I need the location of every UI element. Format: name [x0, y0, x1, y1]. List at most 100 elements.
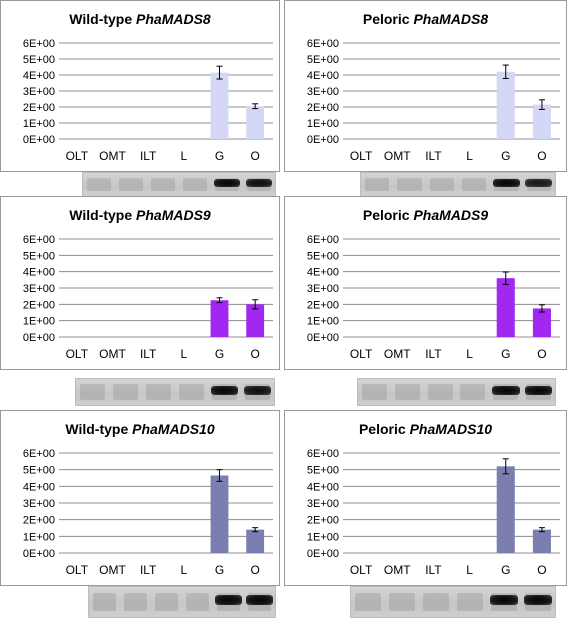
error-bar: [538, 304, 545, 313]
x-category-label: ILT: [425, 149, 442, 163]
x-category-label: L: [466, 149, 473, 163]
gel-band: [213, 179, 241, 187]
y-tick-label: 5E+00: [307, 250, 339, 262]
x-category-label: OMT: [384, 347, 411, 361]
chart-title-prefix: Peloric: [358, 421, 406, 437]
y-tick-label: 4E+00: [23, 70, 55, 82]
y-tick-label: 6E+00: [307, 234, 339, 246]
y-tick-label: 5E+00: [307, 465, 339, 477]
bar-g: [496, 71, 515, 139]
x-category-label: OMT: [384, 563, 411, 577]
gel-lane: [461, 177, 487, 192]
chart-title: Peloric PhaMADS10: [285, 421, 566, 437]
x-category-label: O: [537, 149, 546, 163]
chart-title-gene: PhaMADS10: [132, 421, 215, 437]
y-tick-label: 6E+00: [23, 38, 55, 50]
x-category-label: ILT: [425, 563, 442, 577]
chart-title: Wild-type PhaMADS8: [1, 11, 279, 27]
x-category-label: OLT: [350, 149, 373, 163]
y-tick-label: 3E+00: [307, 283, 339, 295]
error-bar: [252, 299, 259, 310]
bar-chart: 0E+00 1E+00 2E+00 3E+00 4E+00 5E+00 6E+00 OLT OM…: [23, 38, 273, 163]
y-tick-label: 6E+00: [23, 448, 55, 460]
gel-band: [492, 179, 521, 187]
bar-o: [246, 106, 265, 139]
gel-lane: [427, 384, 453, 400]
x-category-label: OLT: [350, 563, 373, 577]
chart-panel-wt-phamads9: Wild-type PhaMADS9 0E+00 1E+00 2E+00 3E+00 4…: [0, 196, 280, 370]
y-tick-label: 3E+00: [307, 86, 339, 98]
y-tick-label: 4E+00: [307, 70, 339, 82]
chart-title: Wild-type PhaMADS9: [1, 207, 279, 223]
x-category-label: OMT: [99, 347, 126, 361]
bar-g: [210, 72, 229, 139]
x-category-label: L: [180, 347, 187, 361]
bar-chart: 0E+00 1E+00 2E+00 3E+00 4E+00 5E+00 6E+00 OLT OM…: [307, 234, 560, 361]
gel-image-wt-phamads8: [82, 172, 276, 197]
gel-image-wt-phamads9: [75, 378, 275, 406]
chart-panel-wt-phamads8: Wild-type PhaMADS8 0E+00 1E+00 2E+00 3E+00 4…: [0, 0, 280, 172]
chart-title-gene: PhaMADS10: [409, 421, 493, 437]
y-tick-label: 0E+00: [23, 134, 55, 146]
gel-lane: [355, 593, 381, 611]
y-tick-label: 0E+00: [23, 548, 55, 560]
gel-lane: [182, 177, 208, 192]
y-tick-label: 2E+00: [23, 299, 55, 311]
y-tick-label: 4E+00: [23, 267, 55, 279]
y-tick-label: 3E+00: [23, 283, 55, 295]
x-category-label: O: [537, 563, 546, 577]
gel-image-peloric-phamads9: [357, 378, 556, 406]
error-bar: [252, 103, 259, 110]
y-tick-label: 5E+00: [23, 465, 55, 477]
bar-g: [496, 466, 515, 553]
bar-o: [246, 529, 265, 553]
chart-title-gene: PhaMADS9: [413, 207, 489, 223]
x-category-label: L: [466, 563, 473, 577]
bar-chart: 0E+00 1E+00 2E+00 3E+00 4E+00 5E+00 6E+00 OLT OM…: [307, 448, 560, 577]
y-tick-label: 0E+00: [307, 134, 339, 146]
gel-lane: [123, 593, 148, 611]
error-bar: [216, 297, 223, 304]
gel-lane: [460, 384, 486, 400]
y-tick-label: 5E+00: [23, 250, 55, 262]
chart-title-gene: PhaMADS9: [136, 207, 211, 223]
y-tick-label: 6E+00: [307, 448, 339, 460]
y-tick-label: 1E+00: [23, 531, 55, 543]
x-category-label: ILT: [140, 563, 157, 577]
chart-title-gene: PhaMADS8: [136, 11, 211, 27]
bar-o: [532, 104, 551, 139]
chart-title-prefix: Wild-type: [65, 421, 129, 437]
y-tick-label: 2E+00: [307, 102, 339, 114]
gel-lane: [394, 384, 420, 400]
error-bar: [502, 271, 509, 285]
chart-title: Peloric PhaMADS8: [285, 11, 566, 27]
x-category-label: ILT: [140, 347, 157, 361]
y-tick-label: 3E+00: [23, 86, 55, 98]
x-category-label: OLT: [66, 149, 89, 163]
gel-image-peloric-phamads8: [360, 172, 556, 197]
error-bar: [216, 469, 223, 482]
x-category-label: G: [215, 149, 224, 163]
y-tick-label: 5E+00: [307, 54, 339, 66]
x-category-label: ILT: [425, 347, 442, 361]
chart-title: Peloric PhaMADS9: [285, 207, 566, 223]
x-category-label: OLT: [66, 347, 89, 361]
gel-band: [215, 595, 242, 605]
y-tick-label: 2E+00: [23, 515, 55, 527]
gel-lane: [423, 593, 449, 611]
x-category-label: OMT: [384, 149, 411, 163]
x-category-label: L: [180, 563, 187, 577]
y-tick-label: 2E+00: [307, 515, 339, 527]
gel-lane: [178, 384, 205, 400]
gel-lane: [361, 384, 387, 400]
y-tick-label: 1E+00: [23, 118, 55, 130]
y-tick-label: 4E+00: [23, 481, 55, 493]
gel-lane: [185, 593, 210, 611]
y-tick-label: 1E+00: [23, 316, 55, 328]
gel-band: [525, 179, 553, 187]
gel-lane: [150, 177, 176, 192]
gel-lane: [145, 384, 172, 400]
gel-band: [243, 386, 272, 395]
gel-lane: [154, 593, 179, 611]
gel-band: [524, 386, 553, 395]
